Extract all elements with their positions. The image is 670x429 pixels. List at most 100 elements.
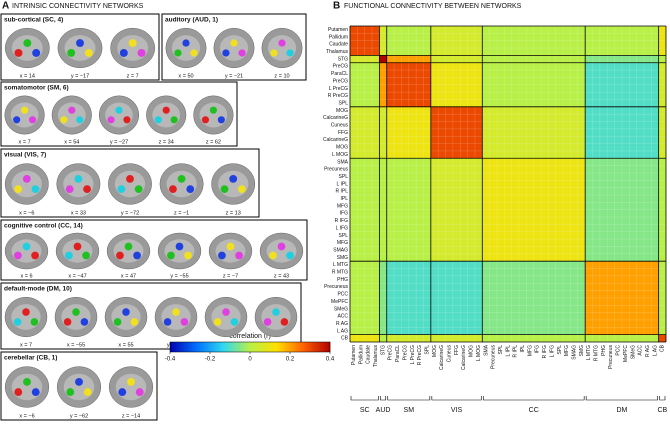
colorbar-tick-label: 0.2 (286, 357, 295, 363)
row-label: L MTG (333, 262, 348, 268)
activation-blob (21, 106, 29, 114)
panel-letter: A (2, 1, 9, 12)
colorbar-tick-label: -0.4 (165, 357, 176, 363)
network-box (0, 219, 308, 281)
row-label: Precuneus (324, 284, 348, 290)
view-coordinate: z = −1 (174, 210, 189, 216)
view-coordinate: z = 34 (159, 139, 174, 145)
row-label: R IFG (335, 218, 348, 224)
column-label: R MTG (594, 345, 600, 361)
brain-detail (11, 35, 43, 61)
colorbar-segment (196, 342, 199, 352)
activation-blob (222, 308, 230, 316)
colorbar-segment (266, 342, 269, 352)
activation-blob (186, 185, 195, 194)
row-label: CalcarineG (323, 137, 348, 143)
brain-detail (218, 170, 249, 198)
colorbar-segment (312, 342, 315, 352)
brain-detail (11, 373, 43, 401)
activation-blob (63, 318, 72, 326)
column-label: SPL (424, 345, 430, 355)
group-bracket (482, 396, 585, 401)
heatmap-block (430, 334, 483, 342)
group-bracket (380, 396, 387, 401)
activation-blob (130, 318, 139, 326)
colorbar-tick-label: 0 (248, 357, 252, 363)
group-label: DM (616, 407, 627, 414)
brain-detail (211, 304, 241, 330)
row-label: Precuneus (324, 167, 348, 173)
colorbar-label: correlation (r) (229, 333, 271, 340)
colorbar-segment (202, 342, 205, 352)
colorbar-segment (172, 342, 175, 352)
activation-blob (122, 308, 130, 316)
colorbar-segment (204, 342, 207, 352)
column-label: R IPL (513, 345, 519, 358)
colorbar-segment (322, 342, 325, 352)
network-box (161, 13, 307, 81)
colorbar-segment (316, 342, 319, 352)
activation-blob (66, 388, 75, 397)
view-coordinate: y = −72 (121, 210, 139, 216)
activation-blob (230, 318, 239, 326)
network-label: somatomotor (SM, 6) (4, 85, 69, 92)
brain-detail (61, 304, 91, 330)
activation-blob (169, 185, 177, 194)
column-label: PCC (616, 345, 622, 356)
column-label: IFG (535, 345, 541, 353)
group-bracket (431, 396, 482, 401)
column-label: L PreCG (410, 345, 416, 364)
colorbar-segment (180, 342, 183, 352)
brain-detail (115, 373, 147, 401)
activation-blob (175, 242, 184, 251)
colorbar-segment (306, 342, 309, 352)
activation-blob (22, 174, 31, 183)
brain-detail (10, 102, 39, 128)
colorbar-segment (248, 342, 251, 352)
brain-detail (111, 304, 141, 330)
activation-blob (118, 388, 127, 397)
activation-blob (180, 318, 189, 326)
colorbar-tick-label: -0.2 (205, 357, 216, 363)
activation-blob (23, 39, 32, 48)
activation-blob (76, 39, 84, 48)
brain-detail (166, 170, 197, 198)
column-label: SMeG (630, 345, 636, 359)
activation-blob (124, 242, 133, 251)
column-label: Precuneus (608, 345, 614, 369)
row-label: L AG (337, 328, 348, 334)
view-coordinate: z = 13 (226, 210, 241, 216)
activation-blob (116, 251, 124, 260)
activation-blob (167, 251, 175, 260)
colorbar-segment (324, 342, 327, 352)
colorbar-segment (182, 342, 185, 352)
view-coordinate: x = 6 (20, 273, 32, 279)
colorbar-segment (206, 342, 209, 352)
network-box (0, 351, 158, 421)
row-label: MOG (336, 145, 348, 151)
row-label: MFG (337, 203, 348, 209)
view-coordinate: z = 7 (127, 73, 139, 79)
colorbar-segment (298, 342, 301, 352)
activation-blob (226, 242, 235, 251)
column-label: R AG (645, 345, 651, 357)
colorbar-segment (184, 342, 187, 352)
activation-blob (190, 49, 198, 57)
activation-blob (177, 174, 186, 183)
row-label: R PreCG (328, 93, 348, 99)
column-label: SMG (579, 345, 585, 357)
colorbar-segment (246, 342, 249, 352)
column-label: CalcarineG (461, 345, 467, 370)
network-label: auditory (AUD, 1) (165, 17, 218, 24)
colorbar-segment (186, 342, 189, 352)
column-label: L MOG (476, 345, 482, 361)
view-coordinate: x = 50 (178, 73, 193, 79)
row-label: Cuneus (331, 123, 349, 129)
activation-blob (22, 308, 30, 316)
row-label: CB (341, 336, 349, 342)
column-label: MOG (432, 345, 438, 357)
brain-detail (152, 102, 181, 128)
row-label: ParaCL (331, 71, 348, 77)
brain-detail (261, 304, 291, 330)
